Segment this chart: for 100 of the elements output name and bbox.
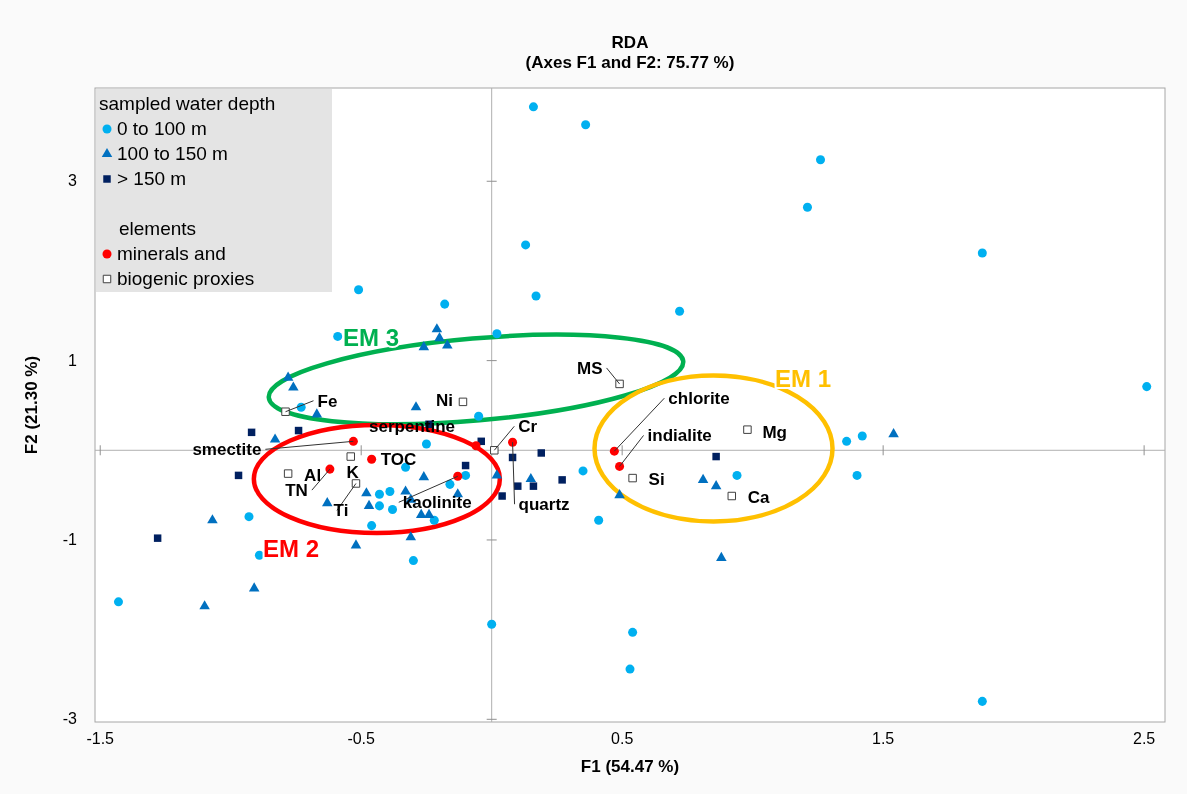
point	[857, 431, 867, 441]
annotation: quartz	[518, 495, 570, 515]
legend-label: 0 to 100 m	[117, 118, 207, 139]
annotation: Ni	[435, 390, 453, 410]
point	[461, 470, 471, 480]
legend-label: biogenic proxies	[117, 268, 255, 289]
annotation: indialite	[647, 426, 712, 446]
annotation: EM 2	[263, 535, 320, 562]
annotation: Ti	[333, 501, 349, 521]
point	[727, 491, 737, 501]
point	[346, 452, 355, 461]
point	[490, 446, 499, 455]
point	[508, 437, 518, 447]
point	[625, 664, 635, 674]
point	[385, 487, 395, 497]
point	[363, 499, 375, 509]
point	[977, 248, 987, 258]
annotation: K	[346, 462, 360, 482]
point	[361, 487, 372, 497]
point	[743, 425, 752, 434]
point	[487, 619, 497, 629]
annotation: Ca	[747, 488, 771, 508]
x-tick-label: 0.5	[611, 730, 634, 747]
x-tick-label: 2.5	[1133, 730, 1156, 747]
annotation: serpentine	[369, 416, 456, 436]
point	[374, 489, 384, 499]
point	[354, 285, 364, 295]
point	[248, 582, 260, 592]
point	[322, 497, 333, 507]
y-tick-label: 1	[68, 351, 78, 369]
point	[977, 696, 987, 706]
annotation: TOC	[380, 450, 417, 470]
point	[525, 472, 537, 483]
point	[445, 479, 455, 489]
point	[712, 452, 720, 461]
point	[418, 341, 430, 351]
point	[207, 514, 218, 524]
point	[113, 597, 123, 607]
x-tick-label: 1.5	[872, 730, 895, 747]
y-tick-label: -3	[62, 710, 78, 728]
x-tick-label: -0.5	[347, 730, 376, 747]
point	[244, 512, 254, 522]
chart-title: RDA	[611, 33, 649, 52]
point	[281, 407, 290, 416]
point	[410, 401, 422, 411]
point	[351, 479, 361, 488]
point	[350, 539, 362, 549]
point	[852, 470, 862, 480]
point	[816, 155, 826, 165]
point	[440, 299, 450, 309]
point	[521, 240, 531, 250]
annotation: chlorite	[668, 389, 730, 409]
point	[431, 323, 443, 333]
point	[802, 202, 812, 212]
point	[732, 470, 742, 480]
point	[491, 469, 503, 479]
point	[421, 439, 431, 449]
chart-subtitle: (Axes F1 and F2: 75.77 %)	[525, 53, 735, 72]
point	[348, 436, 358, 446]
point	[614, 489, 625, 499]
annotation: smectite	[192, 440, 262, 460]
point	[374, 501, 384, 511]
point	[529, 482, 538, 490]
annotation: kaolinite	[402, 493, 472, 513]
point	[388, 504, 398, 514]
y-axis-title: F2 (21.30 %)	[22, 355, 41, 455]
point	[367, 454, 377, 464]
annotation: EM 1	[775, 365, 832, 392]
point	[528, 102, 538, 112]
point	[453, 471, 463, 481]
annotation: Si	[648, 470, 665, 490]
point	[333, 331, 343, 341]
point	[400, 485, 411, 495]
point	[408, 556, 418, 566]
point	[471, 441, 481, 451]
annotation: elements	[119, 218, 197, 239]
point	[537, 449, 546, 457]
annotation: Mg	[762, 422, 787, 442]
x-tick-label: -1.5	[86, 730, 115, 747]
point	[628, 473, 637, 483]
point	[474, 411, 484, 421]
y-tick-label: 3	[68, 172, 78, 190]
point	[199, 600, 210, 610]
point	[492, 329, 502, 339]
point	[888, 428, 899, 438]
point	[405, 531, 417, 541]
point	[675, 306, 685, 316]
point	[153, 534, 162, 542]
point	[311, 408, 323, 418]
point	[442, 339, 453, 349]
annotation: MS	[577, 358, 603, 378]
point	[282, 371, 294, 381]
point	[498, 492, 506, 500]
point	[531, 291, 541, 301]
point	[1142, 382, 1152, 392]
point	[418, 471, 430, 481]
point	[578, 466, 588, 476]
point	[716, 551, 727, 561]
point	[581, 120, 591, 130]
annotation: EM 3	[343, 324, 400, 351]
